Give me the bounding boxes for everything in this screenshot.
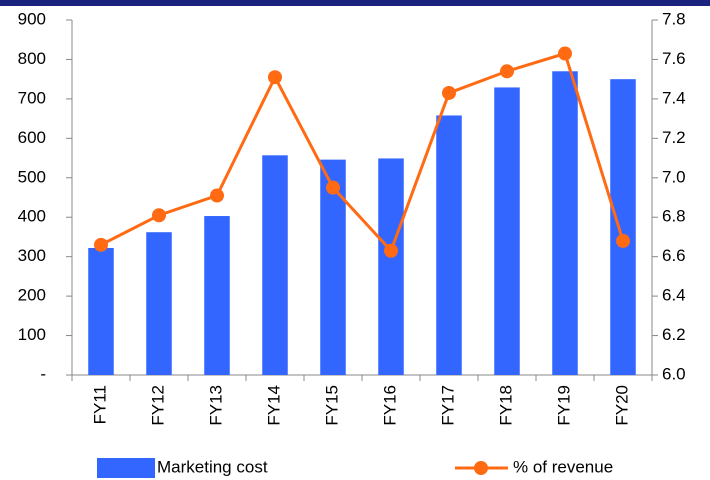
marker: [500, 64, 514, 79]
marker: [616, 233, 630, 248]
bar: [552, 71, 578, 376]
header-band: [0, 0, 710, 6]
marker: [326, 180, 340, 195]
y2-tick-label: 6.2: [662, 325, 686, 344]
line: [100, 51, 625, 254]
y-tick-label: 300: [18, 246, 46, 265]
x-tick-label: FY15: [322, 385, 341, 426]
bar: [494, 87, 520, 375]
marker: [558, 46, 572, 61]
y-tick-label: 600: [18, 128, 46, 147]
x-tick-label: FY17: [438, 385, 457, 426]
bar: [378, 158, 404, 375]
y-tick-label: -: [40, 364, 46, 383]
bar: [610, 79, 636, 376]
y2-tick-label: 7.2: [662, 128, 686, 147]
x-tick-label: FY20: [612, 385, 631, 426]
x-tick-label: FY14: [264, 385, 283, 426]
x-tick-label: FY18: [496, 385, 515, 426]
legend-swatch: [97, 458, 155, 478]
y-tick-label: 900: [18, 9, 46, 28]
y-tick-label: 200: [18, 286, 46, 305]
bar: [204, 216, 230, 375]
x-tick-label: FY12: [148, 385, 167, 426]
legend-label: % of revenue: [513, 457, 613, 476]
marker: [210, 188, 224, 203]
x-tick-label: FY19: [554, 385, 573, 426]
y2-tick-label: 6.8: [662, 207, 686, 226]
y2-tick-label: 7.4: [662, 88, 686, 107]
y2-tick-label: 6.0: [662, 364, 686, 383]
x-tick-label: FY11: [90, 385, 109, 424]
legend-marker: [474, 461, 488, 475]
marker: [442, 85, 456, 100]
y-tick-label: 800: [18, 49, 46, 68]
y-tick-label: 500: [18, 167, 46, 186]
x-tick-label: FY16: [380, 385, 399, 426]
y2-tick-label: 6.4: [662, 286, 686, 305]
bar: [146, 232, 172, 375]
y2-tick-label: 6.6: [662, 246, 686, 265]
marker: [152, 208, 166, 223]
bar: [262, 155, 288, 375]
bar: [436, 115, 462, 375]
y-tick-label: 100: [18, 325, 46, 344]
y2-tick-label: 7.8: [662, 9, 686, 28]
y-tick-label: 400: [18, 207, 46, 226]
marker: [384, 243, 398, 258]
y-tick-label: 700: [18, 88, 46, 107]
bar: [88, 247, 114, 375]
y2-tick-label: 7.0: [662, 167, 686, 186]
marker: [94, 237, 108, 252]
y2-tick-label: 7.6: [662, 49, 686, 68]
x-tick-label: FY13: [206, 385, 225, 426]
legend-label: Marketing cost: [157, 457, 268, 476]
marker: [268, 70, 282, 85]
